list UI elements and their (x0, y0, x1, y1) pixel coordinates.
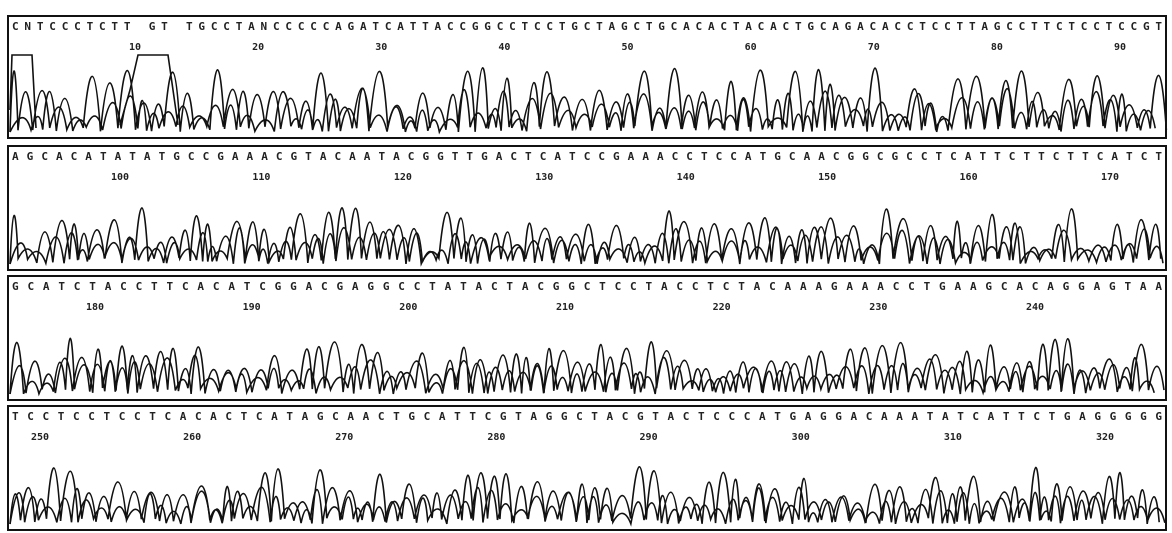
trace-panel: CNTCCCTCTT GT TGCCTANCCCCCAGATCATTACCGGC… (7, 15, 1168, 139)
trace-plateau (9, 54, 179, 129)
base-sequence: TCCTCCTCCTCACACTCATAGCAACTGCATTCGTAGGCTA… (12, 410, 1162, 423)
base-position: 20 (252, 42, 264, 53)
base-position: 130 (535, 172, 553, 183)
panel-frame (7, 145, 1167, 271)
base-position: 90 (1114, 42, 1126, 53)
base-position: 210 (556, 302, 574, 313)
base-position: 50 (621, 42, 633, 53)
base-position: 320 (1096, 432, 1114, 443)
trace-line (9, 67, 1168, 133)
base-sequence: AGCACATATATGCCGAAACGTACAATACGGTTGACTCATC… (12, 150, 1162, 163)
base-position: 150 (818, 172, 836, 183)
trace-line (9, 354, 1155, 396)
base-position: 220 (713, 302, 731, 313)
base-position: 40 (498, 42, 510, 53)
panel-frame (7, 405, 1167, 531)
base-position: 30 (375, 42, 387, 53)
trace-line (9, 337, 1165, 397)
base-position: 260 (183, 432, 201, 443)
base-position: 80 (991, 42, 1003, 53)
trace-panel: GCATCTACCTTCACATCGGACGAGGCCTATACTACGGCTC… (7, 275, 1167, 401)
base-position: 200 (399, 302, 417, 313)
panel-frame (7, 15, 1167, 139)
base-position: 140 (677, 172, 695, 183)
base-position: 170 (1101, 172, 1119, 183)
base-position: 100 (111, 172, 129, 183)
trace-line (9, 485, 1166, 527)
base-position: 190 (243, 302, 261, 313)
base-position: 70 (868, 42, 880, 53)
trace-line (9, 87, 1156, 135)
base-position: 250 (31, 432, 49, 443)
base-position: 180 (86, 302, 104, 313)
base-position: 270 (335, 432, 353, 443)
base-position: 280 (487, 432, 505, 443)
base-sequence: CNTCCCTCTT GT TGCCTANCCCCCAGATCATTACCGGC… (12, 20, 1162, 33)
trace-panel: AGCACATATATGCCGAAACGTACAATACGGTTGACTCATC… (7, 145, 1167, 271)
trace-line (9, 466, 1160, 525)
base-position: 300 (792, 432, 810, 443)
base-position: 10 (129, 42, 141, 53)
base-position: 120 (394, 172, 412, 183)
panel-frame (7, 275, 1167, 401)
base-position: 60 (745, 42, 757, 53)
base-position: 240 (1026, 302, 1044, 313)
base-position: 310 (944, 432, 962, 443)
base-position: 230 (869, 302, 887, 313)
base-position: 110 (252, 172, 270, 183)
base-position: 160 (960, 172, 978, 183)
base-sequence: GCATCTACCTTCACATCGGACGAGGCCTATACTACGGCTC… (12, 280, 1162, 293)
trace-panel: TCCTCCTCCTCACACTCATAGCAACTGCATTCGTAGGCTA… (7, 405, 1167, 531)
base-position: 290 (640, 432, 658, 443)
trace-line (9, 225, 1164, 267)
